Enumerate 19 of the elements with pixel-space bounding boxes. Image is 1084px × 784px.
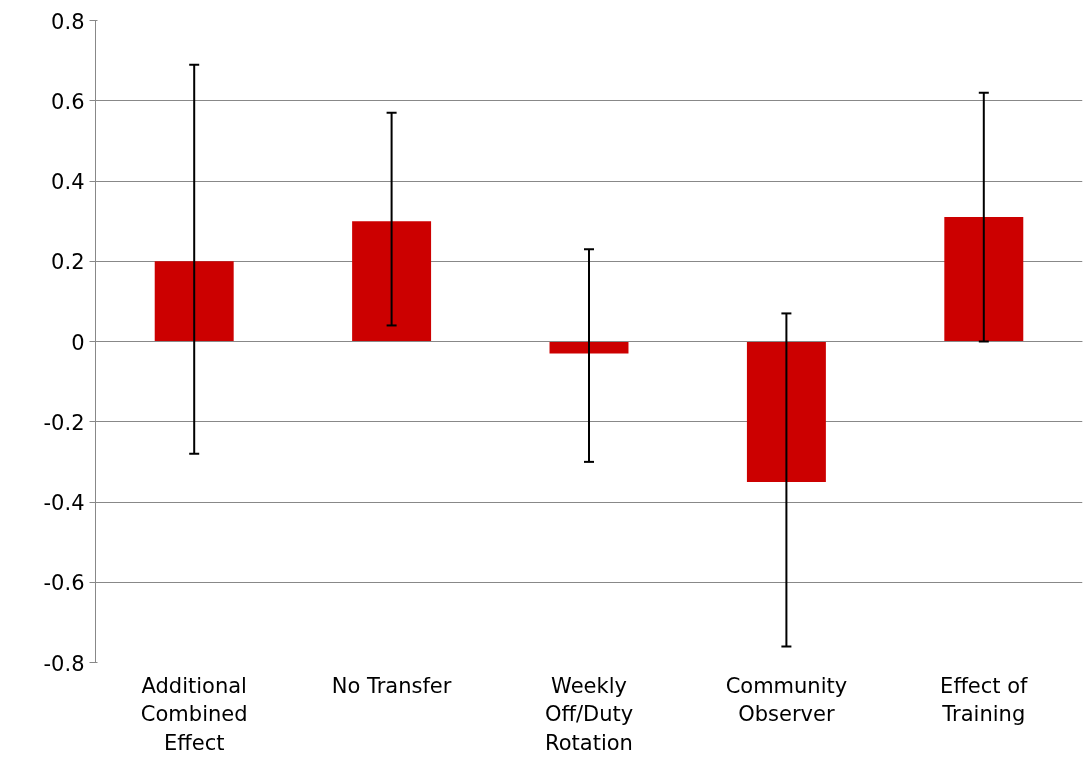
y-tick-label: -0.4 [43,491,85,515]
y-tick-label: 0.6 [51,89,85,114]
x-tick-label: Weekly Off/Duty Rotation [544,673,634,756]
y-tick-label: 0 [71,330,85,355]
y-tick-label: 0.8 [51,9,85,34]
y-tick-label: -0.6 [43,571,85,596]
x-tick-label: No Transfer [331,673,452,698]
y-tick-label: 0.4 [51,170,85,194]
x-tick-label: Effect of Training [940,673,1029,727]
bar [352,221,432,342]
x-tick-label: Additional Combined Effect [140,673,248,756]
y-tick-label: -0.2 [43,410,85,435]
y-tick-label: -0.8 [43,651,85,676]
x-tick-label: Community Observer [725,673,848,727]
y-tick-label: 0.2 [51,250,85,275]
bar [154,261,234,342]
bar [944,217,1024,342]
bar [746,341,826,482]
bar [549,341,629,354]
